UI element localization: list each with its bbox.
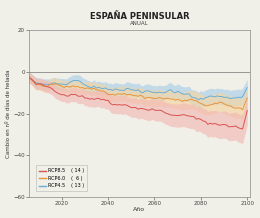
Title: ESPAÑA PENINSULAR: ESPAÑA PENINSULAR [89, 12, 189, 21]
Legend: RCP8.5    ( 14 ), RCP6.0    (  6 ), RCP4.5    ( 13 ): RCP8.5 ( 14 ), RCP6.0 ( 6 ), RCP4.5 ( 13… [36, 165, 87, 191]
Text: ANUAL: ANUAL [130, 21, 149, 26]
X-axis label: Año: Año [133, 208, 145, 213]
Y-axis label: Cambio en nº de días de helada: Cambio en nº de días de helada [5, 69, 11, 158]
